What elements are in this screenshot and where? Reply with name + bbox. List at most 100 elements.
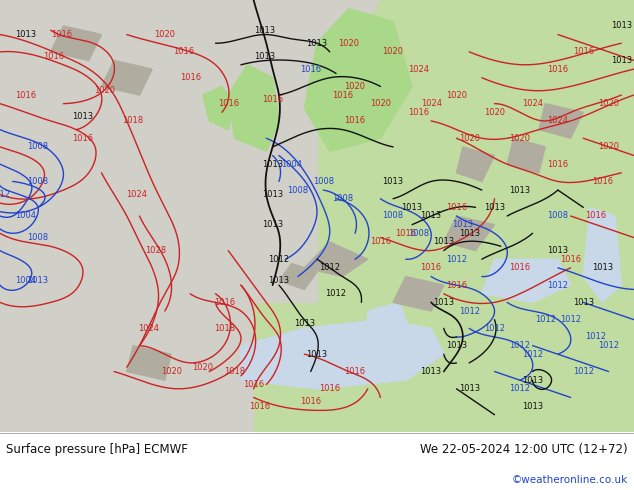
Text: 1020: 1020 (160, 367, 182, 376)
Text: 1013: 1013 (262, 190, 283, 199)
Text: 1016: 1016 (446, 203, 467, 212)
Text: 1016: 1016 (72, 134, 93, 143)
Text: 1013: 1013 (420, 367, 442, 376)
Text: 1016: 1016 (585, 212, 607, 220)
Text: 1013: 1013 (262, 220, 283, 229)
Text: 1020: 1020 (370, 99, 391, 108)
Text: 1020: 1020 (192, 363, 214, 372)
Text: 1013: 1013 (522, 376, 543, 385)
Text: 1018: 1018 (224, 367, 245, 376)
Text: 1012: 1012 (598, 341, 619, 350)
Text: 1020: 1020 (598, 99, 619, 108)
Polygon shape (101, 60, 152, 95)
Text: 1008: 1008 (287, 186, 309, 195)
Text: 1013: 1013 (592, 263, 613, 272)
Text: 1012: 1012 (573, 367, 594, 376)
Text: 1016: 1016 (249, 402, 271, 411)
Text: 1016: 1016 (262, 95, 283, 104)
Text: 1012: 1012 (509, 341, 531, 350)
Text: 1013: 1013 (262, 160, 283, 169)
Text: 1004: 1004 (15, 276, 36, 285)
Text: We 22-05-2024 12:00 UTC (12+72): We 22-05-2024 12:00 UTC (12+72) (420, 443, 628, 456)
Text: 1012: 1012 (319, 263, 340, 272)
Text: 1020: 1020 (344, 82, 366, 91)
Text: 1008: 1008 (27, 143, 49, 151)
Text: 1013: 1013 (254, 51, 276, 61)
Text: 1016: 1016 (420, 263, 442, 272)
Text: 1012: 1012 (0, 190, 11, 199)
Text: 1004: 1004 (15, 212, 36, 220)
Polygon shape (444, 216, 495, 250)
Text: 1016: 1016 (15, 91, 36, 99)
Text: 1012: 1012 (509, 384, 531, 393)
Text: 1008: 1008 (27, 177, 49, 186)
Text: 1013: 1013 (15, 30, 36, 39)
Text: 1024: 1024 (420, 99, 442, 108)
Polygon shape (393, 276, 444, 311)
Text: 1012: 1012 (268, 255, 290, 264)
Text: 1012: 1012 (446, 255, 467, 264)
Text: 1013: 1013 (27, 276, 49, 285)
Polygon shape (228, 65, 279, 151)
Polygon shape (304, 242, 368, 276)
Text: 1018: 1018 (122, 117, 144, 125)
Text: 1012: 1012 (458, 307, 480, 316)
Polygon shape (266, 0, 380, 86)
Text: Surface pressure [hPa] ECMWF: Surface pressure [hPa] ECMWF (6, 443, 188, 456)
Polygon shape (279, 264, 317, 290)
Text: 1016: 1016 (179, 74, 201, 82)
Text: 1013: 1013 (573, 298, 594, 307)
Text: 1016: 1016 (43, 51, 65, 61)
Polygon shape (583, 207, 621, 302)
Text: 1016: 1016 (344, 367, 366, 376)
Text: 1013: 1013 (433, 238, 455, 246)
Text: 1012: 1012 (522, 350, 543, 359)
Text: 1016: 1016 (319, 384, 340, 393)
Text: 1016: 1016 (214, 298, 236, 307)
Polygon shape (482, 259, 571, 302)
Text: 1016: 1016 (300, 397, 321, 406)
Text: 1020: 1020 (458, 134, 480, 143)
Text: 1013: 1013 (452, 220, 474, 229)
Text: 1016: 1016 (560, 255, 581, 264)
Polygon shape (0, 0, 292, 432)
Text: 1013: 1013 (547, 246, 569, 255)
Text: 1020: 1020 (338, 39, 359, 48)
Text: 1013: 1013 (306, 39, 328, 48)
Text: 1008: 1008 (408, 229, 429, 238)
Text: 1016: 1016 (173, 48, 195, 56)
Text: 1024: 1024 (138, 324, 160, 333)
Text: 1012: 1012 (534, 315, 556, 324)
Polygon shape (51, 26, 101, 60)
Text: 1008: 1008 (547, 212, 569, 220)
Text: 1013: 1013 (382, 177, 404, 186)
Text: 1013: 1013 (294, 319, 315, 328)
Polygon shape (228, 43, 292, 164)
Text: 1012: 1012 (325, 289, 347, 298)
Text: 1013: 1013 (268, 276, 290, 285)
Text: 1008: 1008 (313, 177, 334, 186)
Text: 1013: 1013 (72, 112, 93, 121)
Polygon shape (507, 138, 545, 173)
Polygon shape (203, 86, 235, 129)
Text: 1016: 1016 (509, 263, 531, 272)
Text: 1016: 1016 (547, 160, 569, 169)
Text: 1016: 1016 (446, 281, 467, 290)
Polygon shape (254, 0, 634, 432)
Text: 1028: 1028 (145, 246, 166, 255)
Text: 1020: 1020 (484, 108, 505, 117)
Text: 1013: 1013 (306, 350, 328, 359)
Text: 1020: 1020 (154, 30, 176, 39)
Text: 1024: 1024 (522, 99, 543, 108)
Text: 1016: 1016 (547, 65, 569, 74)
Text: 1013: 1013 (484, 203, 505, 212)
Text: 1008: 1008 (382, 212, 404, 220)
Text: 1013: 1013 (401, 203, 423, 212)
Text: 1016: 1016 (395, 229, 417, 238)
Text: 1012: 1012 (585, 332, 607, 342)
Text: 1016: 1016 (592, 177, 613, 186)
Polygon shape (241, 319, 444, 389)
Text: 1004: 1004 (281, 160, 302, 169)
Polygon shape (127, 345, 171, 380)
Text: 1016: 1016 (332, 91, 353, 99)
